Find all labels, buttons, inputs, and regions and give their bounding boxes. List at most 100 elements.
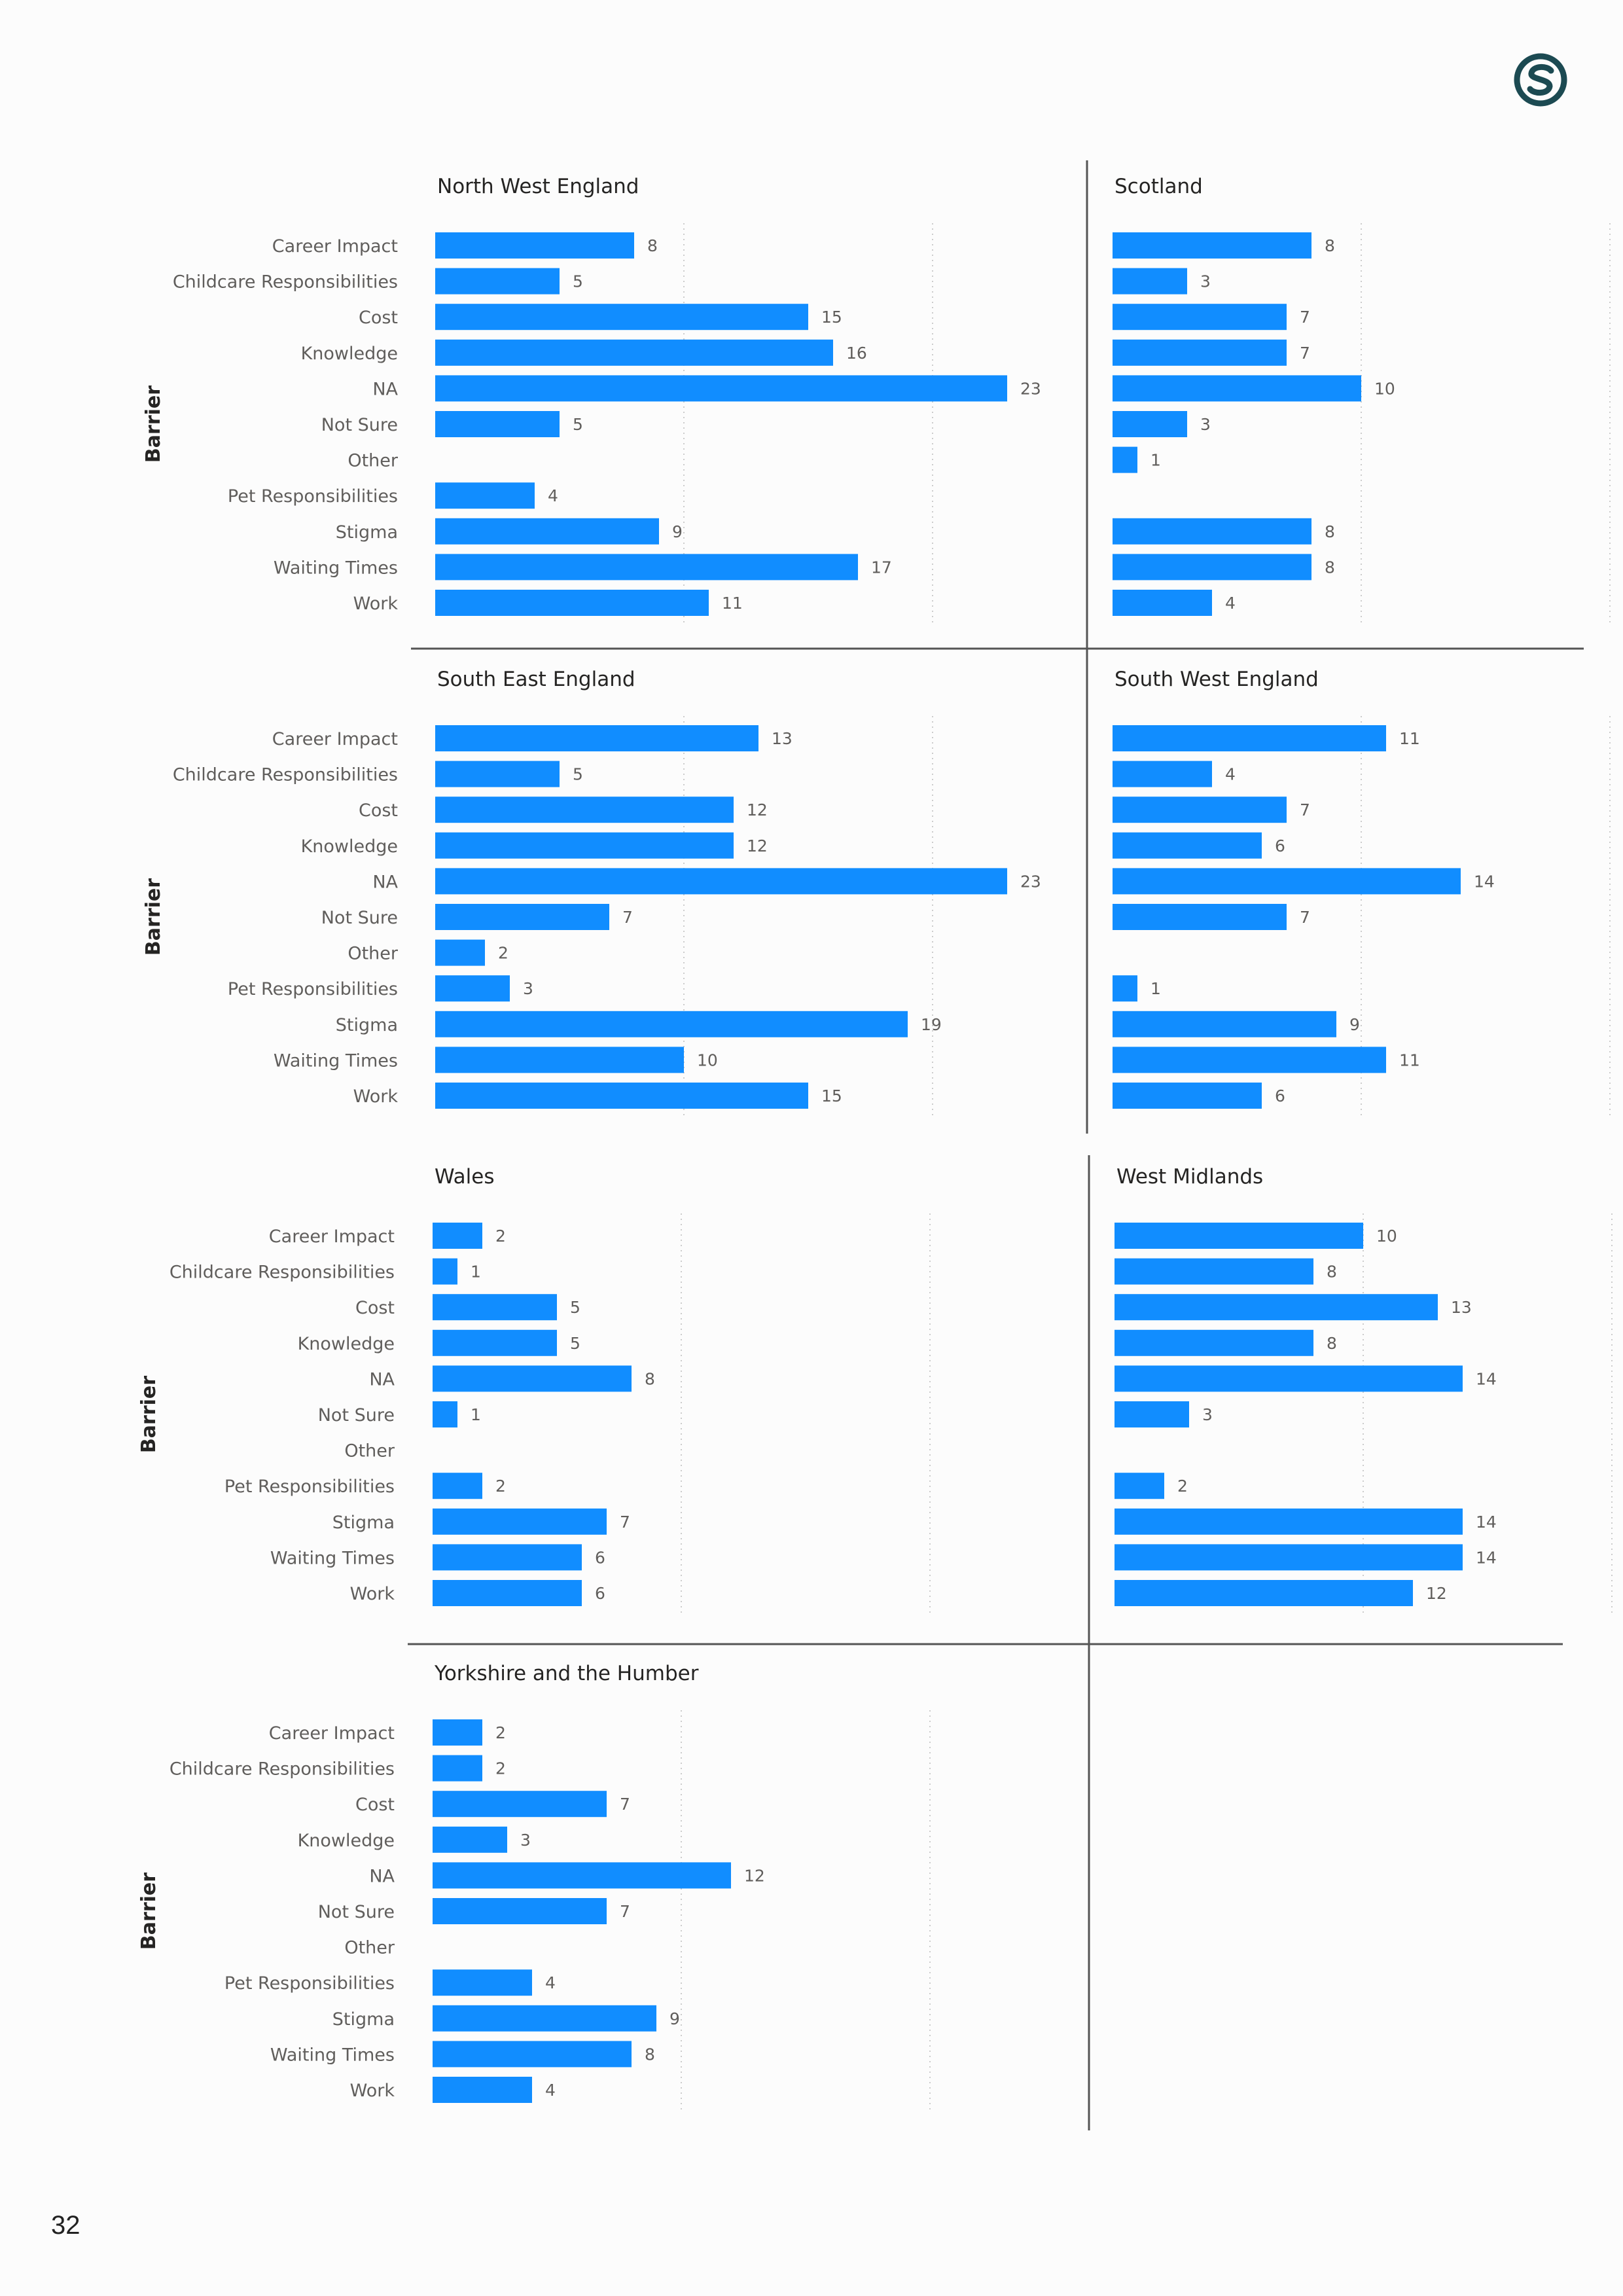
data-label: 13 bbox=[1451, 1298, 1472, 1317]
data-label: 10 bbox=[697, 1050, 718, 1069]
category-tick-label: Career Impact bbox=[269, 1723, 395, 1744]
data-label: 2 bbox=[1177, 1477, 1188, 1496]
data-label: 4 bbox=[1225, 765, 1236, 784]
bar-stigma bbox=[433, 2005, 656, 2032]
bar-childcare-responsibilities bbox=[433, 1755, 482, 1782]
data-label: 3 bbox=[520, 1831, 531, 1850]
category-tick-label: Pet Responsibilities bbox=[228, 486, 398, 507]
category-tick-label: NA bbox=[372, 379, 398, 399]
chart-panels: North West England Barrier Career Impact 8 C… bbox=[137, 175, 1613, 2112]
category-tick-label: Stigma bbox=[336, 1015, 398, 1035]
data-label: 6 bbox=[1275, 836, 1285, 855]
bar-stigma bbox=[433, 1508, 607, 1535]
bar-not-sure bbox=[433, 1898, 607, 1924]
bar-waiting-times bbox=[1113, 554, 1311, 581]
data-label: 8 bbox=[645, 1369, 655, 1388]
panel-north-west-england: North West England Barrier Career Impact 8 C… bbox=[142, 175, 1041, 625]
data-label: 15 bbox=[821, 308, 842, 327]
bar-stigma bbox=[435, 1011, 908, 1037]
bar-work bbox=[435, 1083, 808, 1109]
data-label: 9 bbox=[1349, 1015, 1360, 1034]
data-label: 10 bbox=[1374, 379, 1395, 398]
data-label: 4 bbox=[545, 1973, 556, 1992]
bar-cost bbox=[433, 1791, 607, 1818]
bar-childcare-responsibilities bbox=[1113, 268, 1187, 295]
category-tick-label: Pet Responsibilities bbox=[224, 1477, 395, 1497]
data-label: 14 bbox=[1474, 872, 1495, 891]
bar-career-impact bbox=[433, 1223, 482, 1249]
bar-na bbox=[1115, 1365, 1463, 1392]
category-tick-label: Other bbox=[348, 944, 399, 964]
data-label: 17 bbox=[871, 558, 892, 577]
category-tick-label: Cost bbox=[359, 800, 398, 821]
data-label: 9 bbox=[669, 2009, 680, 2028]
panel-west-midlands: West Midlands 10 8 13 8 14 3 2 14 14 12 bbox=[1115, 1165, 1613, 1615]
chart-title: West Midlands bbox=[1116, 1165, 1263, 1189]
category-tick-label: Career Impact bbox=[269, 1227, 395, 1247]
category-tick-label: Pet Responsibilities bbox=[228, 979, 398, 999]
bar-work bbox=[433, 1580, 582, 1606]
category-tick-label: Childcare Responsibilities bbox=[173, 765, 398, 785]
bar-stigma bbox=[1113, 1011, 1336, 1037]
category-tick-label: Work bbox=[353, 1086, 399, 1107]
bar-na bbox=[1113, 868, 1461, 895]
data-label: 10 bbox=[1376, 1227, 1397, 1246]
category-tick-label: Career Impact bbox=[272, 729, 398, 749]
category-tick-label: Childcare Responsibilities bbox=[169, 1263, 395, 1283]
data-label: 7 bbox=[620, 1795, 630, 1814]
data-label: 5 bbox=[573, 415, 583, 434]
data-label: 2 bbox=[495, 1723, 506, 1742]
category-tick-label: Cost bbox=[355, 1298, 395, 1318]
bar-waiting-times bbox=[435, 1047, 684, 1073]
bar-work bbox=[1113, 1083, 1262, 1109]
chart-title: Scotland bbox=[1115, 175, 1203, 198]
category-tick-label: Career Impact bbox=[272, 236, 398, 257]
data-label: 3 bbox=[1202, 1405, 1213, 1424]
data-label: 7 bbox=[1300, 908, 1310, 927]
bar-work bbox=[435, 590, 709, 616]
bar-cost bbox=[435, 304, 808, 331]
data-label: 11 bbox=[1399, 1050, 1420, 1069]
bar-career-impact bbox=[1113, 725, 1386, 751]
data-label: 5 bbox=[570, 1298, 580, 1317]
data-label: 8 bbox=[647, 236, 658, 255]
bar-work bbox=[433, 2077, 532, 2103]
bar-pet-responsibilities bbox=[1115, 1473, 1164, 1499]
bar-knowledge bbox=[433, 1826, 507, 1853]
data-label: 7 bbox=[1300, 344, 1310, 363]
bar-not-sure bbox=[435, 904, 609, 930]
data-label: 2 bbox=[498, 944, 508, 963]
category-tick-label: Stigma bbox=[332, 1513, 395, 1533]
data-label: 14 bbox=[1476, 1513, 1497, 1532]
bar-cost bbox=[1115, 1294, 1438, 1321]
bar-not-sure bbox=[1113, 411, 1187, 437]
data-label: 14 bbox=[1476, 1548, 1497, 1567]
chart-title: South West England bbox=[1115, 668, 1319, 691]
category-tick-label: Not Sure bbox=[321, 908, 398, 928]
bar-cost bbox=[1113, 797, 1287, 823]
data-label: 8 bbox=[1325, 236, 1335, 255]
bar-other bbox=[1113, 446, 1137, 473]
bar-cost bbox=[1113, 304, 1287, 331]
data-label: 2 bbox=[495, 1477, 506, 1496]
data-label: 16 bbox=[846, 344, 867, 363]
data-label: 3 bbox=[1200, 272, 1211, 291]
bar-work bbox=[1115, 1580, 1413, 1606]
bar-knowledge bbox=[433, 1329, 557, 1356]
bar-pet-responsibilities bbox=[1113, 975, 1137, 1002]
chart-title: Yorkshire and the Humber bbox=[434, 1662, 699, 1685]
data-label: 15 bbox=[821, 1086, 842, 1105]
bar-cost bbox=[435, 797, 734, 823]
panel-south-east-england: South East England Barrier Career Impact 13… bbox=[142, 668, 1041, 1118]
y-axis-label: Barrier bbox=[142, 878, 165, 956]
data-label: 1 bbox=[1150, 979, 1161, 998]
bar-pet-responsibilities bbox=[435, 482, 535, 509]
data-label: 8 bbox=[645, 2045, 655, 2064]
bar-not-sure bbox=[1113, 904, 1287, 930]
bar-na bbox=[435, 375, 1007, 402]
bar-na bbox=[433, 1365, 632, 1392]
category-tick-label: Work bbox=[350, 1584, 395, 1604]
panel-scotland: Scotland 8 3 7 7 10 3 1 8 8 4 bbox=[1113, 175, 1611, 625]
